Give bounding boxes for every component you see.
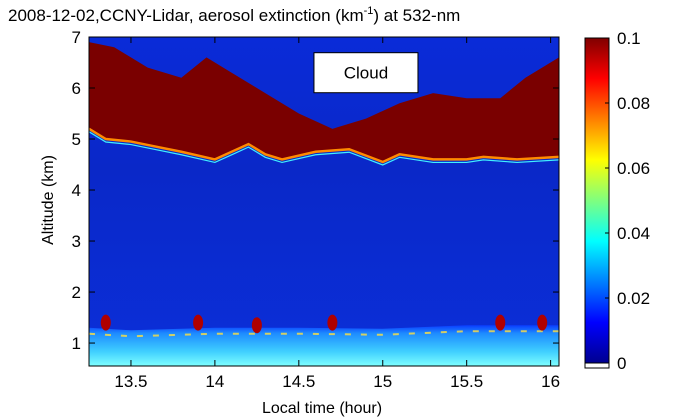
x-tick-label: 16	[541, 372, 560, 391]
plot-frame	[88, 36, 560, 367]
y-tick-label: 1	[72, 334, 81, 353]
title-exponent: -1	[364, 5, 374, 17]
y-tick-label: 5	[72, 130, 81, 149]
title-prefix: 2008-12-02,CCNY-Lidar, aerosol extinctio…	[8, 6, 364, 25]
cloud-region	[89, 42, 559, 162]
colorbar-tick-label: 0	[617, 354, 626, 373]
chart-title: 2008-12-02,CCNY-Lidar, aerosol extinctio…	[8, 5, 460, 25]
aerosol-hotspot	[251, 317, 262, 334]
y-tick-label: 7	[72, 28, 81, 47]
colorbar-zero-cap	[584, 362, 610, 369]
x-tick-label: 15.5	[450, 372, 483, 391]
x-axis-ticks: 13.5 14 14.5 15 15.5 16	[114, 37, 560, 391]
cloud-annotation: Cloud	[313, 52, 419, 94]
aerosol-hotspot	[100, 314, 111, 331]
colorbar-gradient	[584, 37, 610, 364]
colorbar-ticks: 0 0.02 0.04 0.06 0.08 0.1	[605, 29, 650, 373]
boundary-layer-region	[89, 325, 559, 366]
colorbar-tick-label: 0.06	[617, 159, 650, 178]
y-axis-label: Altitude (km)	[40, 155, 57, 245]
cloud-annotation-box	[313, 52, 419, 94]
aerosol-hotspot	[193, 314, 204, 331]
aerosol-hotspot	[327, 314, 338, 331]
y-tick-label: 3	[72, 232, 81, 251]
colorbar-tick-label: 0.08	[617, 94, 650, 113]
x-tick-label: 13.5	[114, 372, 147, 391]
colorbar-tick-label: 0.04	[617, 224, 650, 243]
cloud-base-edge	[89, 127, 559, 164]
y-tick-label: 4	[72, 181, 81, 200]
aerosol-hotspots	[100, 314, 548, 334]
colorbar-tick-label: 0.1	[617, 29, 641, 48]
cloud-annotation-label: Cloud	[344, 64, 388, 83]
colorbar: 0 0.02 0.04 0.06 0.08 0.1	[584, 29, 650, 373]
x-tick-label: 15	[373, 372, 392, 391]
cloud-base-edge-inner	[89, 131, 559, 166]
aerosol-hotspot	[495, 314, 506, 331]
x-axis-label: Local time (hour)	[262, 400, 382, 417]
boundary-layer-top-edge	[89, 330, 559, 338]
y-tick-label: 2	[72, 283, 81, 302]
aerosol-hotspot	[537, 314, 548, 331]
y-tick-label: 6	[72, 79, 81, 98]
title-suffix: ) at 532-nm	[373, 6, 460, 25]
colorbar-tick-label: 0.02	[617, 289, 650, 308]
x-tick-label: 14.5	[282, 372, 315, 391]
y-axis-ticks: 1 2 3 4 5 6 7	[72, 28, 559, 353]
x-tick-label: 14	[205, 372, 224, 391]
